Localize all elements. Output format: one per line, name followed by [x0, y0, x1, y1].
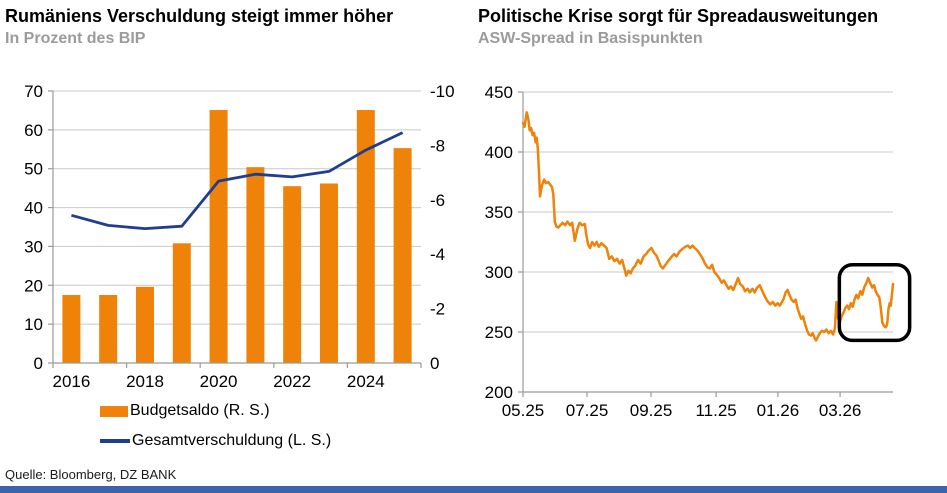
spread-chart-panel: Politische Krise sorgt für Spreadausweit… — [470, 0, 947, 460]
svg-text:350: 350 — [485, 203, 513, 222]
svg-text:30: 30 — [24, 237, 43, 256]
budgetsaldo-bar-swatch — [100, 405, 128, 417]
svg-text:40: 40 — [24, 199, 43, 218]
source-note: Quelle: Bloomberg, DZ BANK — [5, 467, 177, 482]
svg-text:-8: -8 — [430, 136, 445, 155]
svg-text:-4: -4 — [430, 245, 445, 264]
svg-text:-2: -2 — [430, 300, 445, 319]
legend-item-budgetsaldo: Budgetsaldo (R. S.) — [100, 400, 331, 422]
svg-text:-10: -10 — [430, 82, 455, 101]
svg-text:2022: 2022 — [273, 372, 311, 391]
svg-text:2020: 2020 — [200, 372, 238, 391]
legend-label-budgetsaldo: Budgetsaldo (R. S.) — [130, 402, 270, 419]
svg-text:11.25: 11.25 — [695, 401, 736, 420]
svg-text:400: 400 — [485, 143, 513, 162]
legend-item-gesamtverschuldung: Gesamtverschuldung (L. S.) — [100, 430, 331, 452]
gesamtverschuldung-line — [71, 131, 404, 231]
legend-label-gesamtverschuldung: Gesamtverschuldung (L. S.) — [132, 432, 332, 449]
svg-text:20: 20 — [24, 276, 43, 295]
bar-2016 — [62, 295, 81, 363]
bar-2021 — [246, 167, 265, 363]
svg-text:0: 0 — [34, 354, 43, 373]
bar-2025 — [393, 148, 412, 363]
debt-chart-legend: Budgetsaldo (R. S.) Gesamtverschuldung (… — [100, 400, 331, 452]
svg-text:-6: -6 — [430, 191, 445, 210]
footer-accent-bar — [0, 486, 947, 493]
svg-text:10: 10 — [24, 315, 43, 334]
bar-2017 — [99, 295, 118, 363]
svg-text:03.26: 03.26 — [819, 401, 862, 420]
svg-text:2016: 2016 — [52, 372, 90, 391]
bar-2024 — [356, 110, 375, 363]
svg-text:450: 450 — [485, 83, 513, 102]
svg-text:250: 250 — [485, 323, 513, 342]
bar-2022 — [283, 186, 302, 363]
svg-text:09.25: 09.25 — [630, 401, 673, 420]
svg-text:300: 300 — [485, 263, 513, 282]
asw-spread-line — [521, 111, 895, 342]
bar-2019 — [172, 243, 191, 363]
spread-chart-subtitle: ASW-Spread in Basispunkten — [478, 30, 703, 47]
svg-text:70: 70 — [24, 82, 43, 101]
highlight-annotation-box — [837, 263, 912, 343]
bar-2020 — [209, 110, 228, 363]
svg-text:01.26: 01.26 — [757, 401, 800, 420]
svg-text:0: 0 — [430, 354, 439, 373]
svg-text:2024: 2024 — [347, 372, 385, 391]
svg-text:05.25: 05.25 — [502, 401, 545, 420]
svg-text:60: 60 — [24, 121, 43, 140]
svg-text:07.25: 07.25 — [566, 401, 609, 420]
svg-text:50: 50 — [24, 160, 43, 179]
spread-chart-plot: 200 250 300 350 400 450 05.25 07.25 09.25 11.25 01… — [485, 83, 912, 420]
bar-2023 — [320, 183, 338, 363]
svg-text:2018: 2018 — [126, 372, 164, 391]
debt-chart-panel: Rumäniens Verschuldung steigt immer höhe… — [0, 0, 470, 460]
gesamtverschuldung-line-swatch — [100, 439, 130, 443]
bar-2018 — [136, 286, 154, 363]
debt-chart-title: Rumäniens Verschuldung steigt immer höhe… — [5, 6, 394, 26]
debt-chart-plot: 0 10 20 30 40 50 60 70 0 -2 -4 -6 -8 -10 2016 2018 2020 2… — [24, 82, 455, 391]
svg-text:200: 200 — [485, 383, 513, 402]
debt-chart-subtitle: In Prozent des BIP — [5, 30, 146, 47]
spread-chart-title: Politische Krise sorgt für Spreadausweit… — [478, 6, 879, 26]
